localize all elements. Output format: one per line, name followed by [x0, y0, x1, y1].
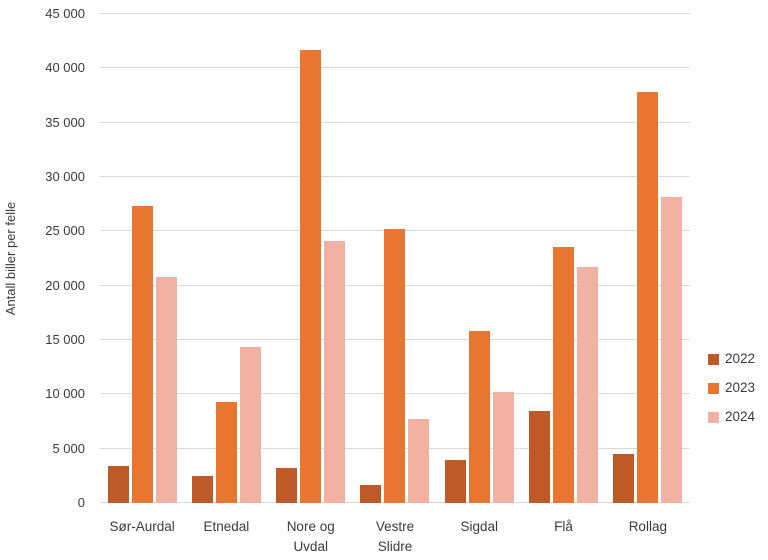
- gridline: [100, 13, 690, 14]
- bar-2022-Sør-Aurdal: [107, 466, 129, 503]
- legend-swatch: [708, 382, 719, 394]
- bar-2022-Nore og Uvdal: [276, 468, 298, 503]
- x-axis-label-slot: Sigdal: [437, 517, 521, 557]
- y-tick-label: 30 000: [45, 169, 85, 185]
- x-axis-label-slot: Sør-Aurdal: [100, 517, 184, 557]
- legend-item-2022: 2022: [708, 351, 755, 367]
- x-axis-label-slot: Etnedal: [184, 517, 268, 557]
- x-axis-label: Vestre Slidre: [375, 519, 415, 554]
- legend: 2022 2023 2024: [708, 351, 755, 425]
- legend-item-2024: 2024: [708, 409, 755, 425]
- x-axis-label-slot: Vestre Slidre: [353, 517, 437, 557]
- gridline: [100, 121, 690, 123]
- bar-2024-Sigdal: [492, 392, 514, 503]
- bar-2024-Flå: [577, 267, 599, 503]
- bar-2023-Flå: [553, 246, 575, 503]
- bar-2024-Vestre Slidre: [408, 419, 430, 503]
- legend-label: 2023: [725, 380, 756, 395]
- x-axis-label: Sigdal: [460, 519, 499, 534]
- legend-swatch: [708, 411, 719, 423]
- gridline: [100, 67, 690, 69]
- x-axis-label: Sør-Aurdal: [109, 519, 175, 534]
- bar-2022-Sigdal: [444, 459, 466, 503]
- bar-2023-Sør-Aurdal: [131, 206, 153, 503]
- bar-group: [437, 14, 521, 503]
- bar-2023-Sigdal: [468, 331, 490, 503]
- legend-label: 2024: [725, 409, 756, 424]
- bar-2023-Vestre Slidre: [384, 229, 406, 503]
- x-axis-label: Rollag: [628, 519, 667, 534]
- bar-2022-Rollag: [613, 454, 635, 503]
- y-tick-label: 10 000: [45, 386, 85, 402]
- bar-group: [353, 14, 437, 503]
- bar-2023-Rollag: [637, 92, 659, 503]
- bar-2022-Etnedal: [191, 475, 213, 503]
- plot-area: [100, 13, 690, 503]
- x-axis-label-slot: Rollag: [606, 517, 690, 557]
- bar-2023-Etnedal: [215, 401, 237, 503]
- bar-group: [606, 14, 690, 503]
- x-axis-label-slot: Nore og Uvdal: [269, 517, 353, 557]
- x-axis-labels: Sør-Aurdal Etnedal Nore og Uvdal Vestre Sli…: [100, 517, 690, 557]
- bar-2024-Nore og Uvdal: [324, 241, 346, 503]
- x-axis-label: Flå: [554, 519, 573, 534]
- y-tick-label: 20 000: [45, 277, 85, 293]
- bar-group: [521, 14, 605, 503]
- gridline: [100, 176, 690, 178]
- x-axis-label: Nore og Uvdal: [286, 519, 335, 554]
- bar-2023-Nore og Uvdal: [300, 49, 322, 503]
- legend-label: 2022: [725, 351, 756, 366]
- y-tick-label: 0: [77, 495, 85, 510]
- bar-2024-Etnedal: [239, 346, 261, 503]
- bar-2022-Flå: [529, 410, 551, 503]
- bar-group: [100, 14, 184, 503]
- y-tick-label: 35 000: [45, 114, 85, 130]
- y-tick-label: 5 000: [52, 440, 85, 456]
- bar-2024-Sør-Aurdal: [155, 276, 177, 503]
- bar-2024-Rollag: [661, 196, 683, 503]
- y-axis-ticks: 0 5 000 10 000 15 000 20 000 25 000 30 000 35 0…: [0, 6, 86, 510]
- legend-swatch: [708, 353, 719, 365]
- bar-2022-Vestre Slidre: [360, 484, 382, 503]
- bar-groups: [100, 14, 690, 503]
- bar-group: [184, 14, 268, 503]
- y-tick-label: 25 000: [45, 223, 85, 239]
- x-axis-label-slot: Flå: [521, 517, 605, 557]
- x-axis-label: Etnedal: [203, 519, 250, 534]
- y-tick-label: 40 000: [45, 60, 85, 76]
- y-tick-label: 15 000: [45, 332, 85, 348]
- y-tick-label: 45 000: [45, 6, 85, 21]
- bar-group: [269, 14, 353, 503]
- legend-item-2023: 2023: [708, 380, 755, 396]
